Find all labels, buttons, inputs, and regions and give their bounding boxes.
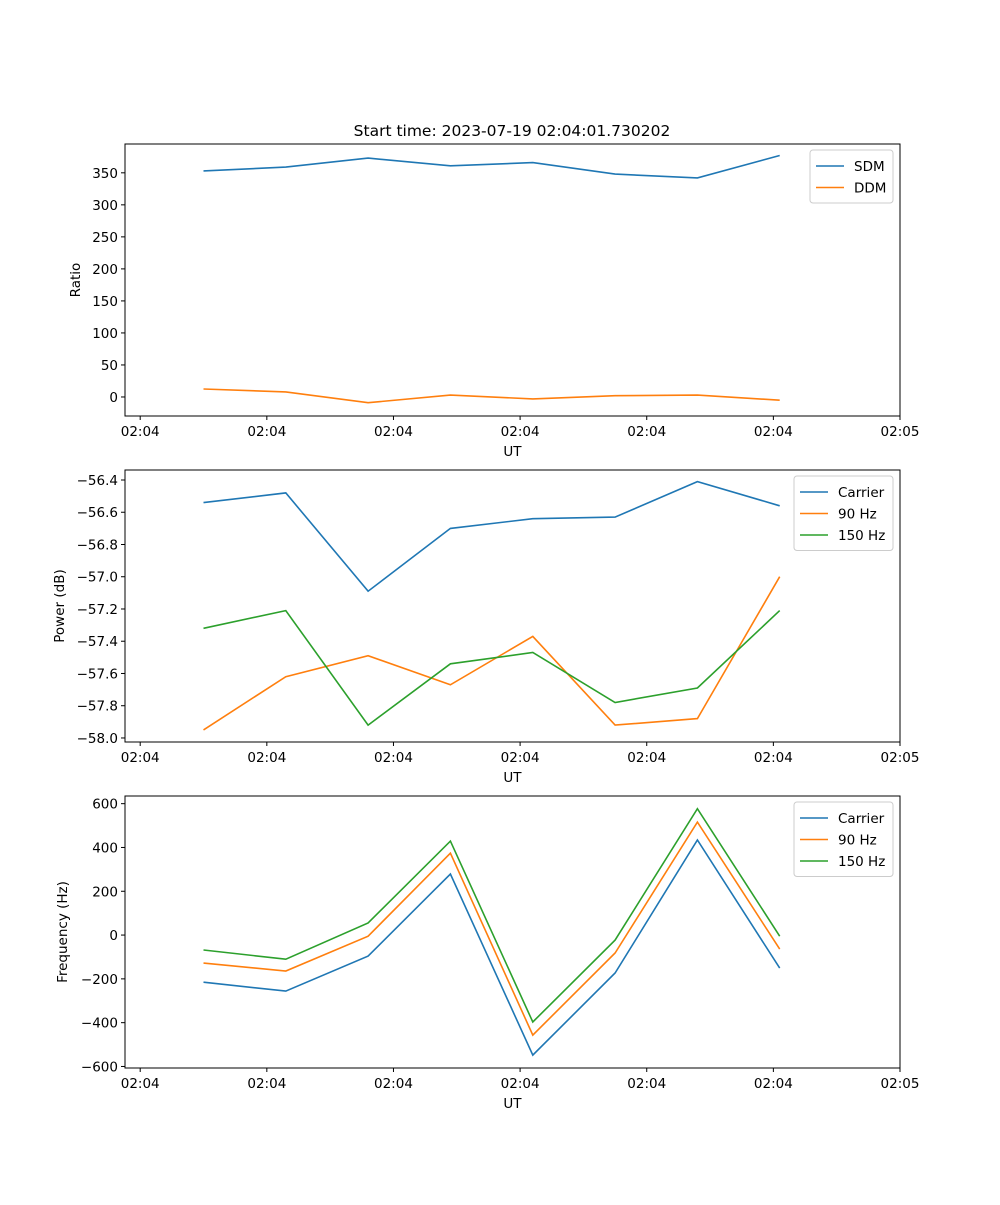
- y-tick-label: −57.0: [77, 570, 118, 586]
- y-tick-label: 150: [92, 294, 118, 310]
- legend-label: DDM: [854, 181, 886, 197]
- x-tick-label: 02:05: [881, 424, 920, 440]
- x-tick-label: 02:04: [121, 1076, 160, 1092]
- y-tick-label: −56.6: [77, 505, 118, 521]
- x-tick-label: 02:04: [627, 1076, 666, 1092]
- legend-label: Carrier: [838, 485, 885, 501]
- y-tick-label: 350: [92, 166, 118, 182]
- x-tick-label: 02:04: [121, 750, 160, 766]
- subplot-1: 02:04 02:04 02:04 02:04 02:04 02:04 02:05 UT 0 50…: [68, 143, 920, 460]
- legend-label: 90 Hz: [838, 833, 877, 849]
- x-tick-label: 02:04: [501, 1076, 540, 1092]
- y-tick-label: 250: [92, 230, 118, 246]
- x-tick-label: 02:04: [374, 424, 413, 440]
- y-tick-label: 50: [101, 358, 118, 374]
- axes-frame: [124, 143, 901, 417]
- y-axis-label: Frequency (Hz): [55, 881, 71, 983]
- legend-box: [809, 149, 894, 204]
- subplot-3: 02:04 02:04 02:04 02:04 02:04 02:04 02:05 UT −60…: [55, 795, 920, 1112]
- y-tick-label: 0: [109, 928, 118, 944]
- x-axis-label: UT: [503, 1096, 522, 1112]
- y-tick-label: −57.2: [77, 602, 118, 618]
- y-tick-label: −56.8: [77, 537, 118, 553]
- y-tick-label: 0: [109, 390, 118, 406]
- series-line-150-hz: [203, 807, 781, 1024]
- legend-box: [793, 475, 894, 551]
- chart-title: Start time: 2023-07-19 02:04:01.730202: [354, 122, 671, 140]
- series-line-ddm: [203, 388, 780, 404]
- axes-frame: [124, 469, 901, 743]
- y-tick-label: −57.4: [77, 634, 118, 650]
- legend: Carrier 90 Hz 150 Hz: [793, 801, 894, 877]
- x-tick-label: 02:04: [501, 750, 540, 766]
- series-line-sdm: [203, 154, 780, 179]
- series-line-90-hz: [203, 576, 781, 731]
- x-tick-label: 02:04: [501, 424, 540, 440]
- series-line-carrier: [203, 480, 780, 593]
- legend-label: SDM: [854, 159, 885, 175]
- y-tick-label: −57.6: [77, 666, 118, 682]
- y-tick-label: −57.8: [77, 699, 118, 715]
- y-tick-label: −400: [81, 1016, 118, 1032]
- x-tick-label: 02:05: [881, 750, 920, 766]
- legend-label: 150 Hz: [838, 854, 885, 870]
- legend: Carrier 90 Hz 150 Hz: [793, 475, 894, 551]
- axes-frame: [124, 795, 901, 1069]
- series-line-carrier: [203, 838, 781, 1057]
- x-tick-label: 02:04: [121, 424, 160, 440]
- x-axis-label: UT: [503, 444, 522, 460]
- y-tick-label: 300: [92, 198, 118, 214]
- x-tick-label: 02:04: [247, 750, 286, 766]
- y-tick-label: 200: [92, 262, 118, 278]
- x-tick-label: 02:05: [881, 1076, 920, 1092]
- y-tick-label: 600: [92, 797, 118, 813]
- legend-label: 90 Hz: [838, 507, 877, 523]
- subplot-2: 02:04 02:04 02:04 02:04 02:04 02:04 02:05 UT −58…: [52, 469, 920, 786]
- series-line-150-hz: [203, 609, 781, 727]
- x-tick-label: 02:04: [247, 424, 286, 440]
- y-tick-label: 100: [92, 326, 118, 342]
- legend-label: Carrier: [838, 811, 885, 827]
- legend-label: 150 Hz: [838, 528, 885, 544]
- y-tick-label: 200: [92, 884, 118, 900]
- y-axis-label: Ratio: [68, 263, 84, 298]
- x-tick-label: 02:04: [374, 750, 413, 766]
- y-tick-label: −200: [81, 972, 118, 988]
- x-tick-label: 02:04: [247, 1076, 286, 1092]
- y-tick-label: −58.0: [77, 731, 118, 747]
- y-tick-label: 400: [92, 840, 118, 856]
- legend-box: [793, 801, 894, 877]
- legend: SDM DDM: [809, 149, 894, 204]
- x-tick-label: 02:04: [627, 424, 666, 440]
- y-tick-label: −56.4: [77, 473, 118, 489]
- x-tick-label: 02:04: [627, 750, 666, 766]
- x-tick-label: 02:04: [754, 424, 793, 440]
- x-axis-label: UT: [503, 770, 522, 786]
- series-line-90-hz: [203, 820, 781, 1037]
- x-tick-label: 02:04: [754, 1076, 793, 1092]
- x-tick-label: 02:04: [374, 1076, 413, 1092]
- y-tick-label: −600: [81, 1059, 118, 1075]
- x-tick-label: 02:04: [754, 750, 793, 766]
- y-axis-label: Power (dB): [52, 569, 68, 642]
